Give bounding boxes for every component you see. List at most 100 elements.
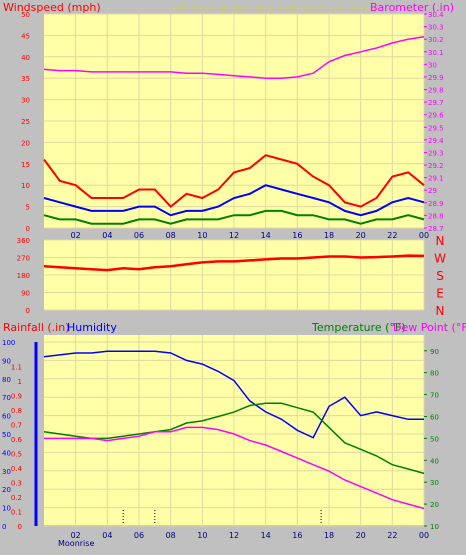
rainfall-tick-label: 0.5 [11, 451, 22, 459]
wind-x-tick-label: 16 [292, 231, 302, 240]
direction-tick-label: 360 [17, 237, 30, 245]
series-wind-max [43, 154, 425, 208]
direction-axis-ticks: 0 90 180 270 360 [17, 237, 30, 315]
compass-label: S [436, 269, 444, 283]
compass-label: W [434, 252, 446, 266]
rainfall-tick-label: 0.9 [11, 393, 22, 401]
direction-tick-label: 90 [21, 290, 30, 298]
temperature-x-tick-label: 02 [71, 531, 81, 540]
temperature-x-tick-label: 08 [166, 531, 176, 540]
barometer-tick-label: 30 [428, 61, 437, 69]
temperature-x-tick-label: 04 [102, 531, 112, 540]
compass-label: N [436, 234, 445, 248]
barometer-tick-label: 30.2 [428, 36, 444, 44]
wind-x-tick-label: 22 [387, 231, 397, 240]
rainfall-tick-label: 0.3 [11, 480, 22, 488]
temperature-tick-label: 30 [430, 479, 439, 487]
temperature-tick-label: 80 [430, 370, 439, 378]
series-wind-avg [43, 184, 425, 217]
temperature-x-ticks: 02 04 06 08 10 12 14 16 18 20 22 00 [71, 531, 430, 540]
barometer-tick-label: 30.3 [428, 24, 444, 32]
wind-x-tick-label: 06 [134, 231, 144, 240]
barometer-tick-label: 30.4 [428, 11, 444, 19]
rainfall-tick-label: 1.1 [11, 364, 22, 372]
humidity-tick-label: 70 [2, 394, 11, 402]
wind-tick-label: 35 [21, 75, 30, 83]
temperature-x-tick-label: 22 [387, 531, 397, 540]
temperature-tick-label: 90 [430, 348, 439, 356]
barometer-tick-label: 29.3 [428, 149, 444, 157]
event-marks [122, 510, 322, 525]
barometer-tick-label: 30.1 [428, 49, 444, 57]
barometer-axis-title: Barometer (.in) [370, 1, 454, 14]
wind-tick-label: 45 [21, 32, 30, 40]
wind-x-tick-label: 08 [166, 231, 176, 240]
wind-x-tick-label: 10 [197, 231, 207, 240]
temperature-tick-label: 40 [430, 457, 439, 465]
temperature-axis-title: Temperature (°F) [311, 321, 406, 334]
barometer-tick-label: 29.6 [428, 112, 444, 120]
humidity-tick-label: 90 [2, 357, 11, 365]
barometer-tick-label: 29.5 [428, 124, 444, 132]
barometer-tick-label: 29.9 [428, 74, 444, 82]
barometer-tick-label: 29.7 [428, 99, 444, 107]
series-temperature [43, 402, 425, 475]
humidity-tick-label: 60 [2, 413, 11, 421]
wind-tick-label: 0 [26, 225, 30, 233]
compass-label: E [436, 287, 444, 301]
rainfall-tick-label: 0.6 [11, 436, 23, 444]
direction-tick-label: 270 [17, 255, 30, 263]
dewpoint-axis-title: Dew Point (°F) [393, 321, 466, 334]
rainfall-tick-label: 0 [18, 523, 22, 531]
compass-label: N [436, 304, 445, 318]
temperature-series [43, 350, 425, 510]
temperature-x-tick-label: 12 [229, 531, 239, 540]
rainfall-tick-label: 0.7 [11, 422, 22, 430]
wind-x-tick-label: 02 [71, 231, 81, 240]
humidity-tick-label: 50 [2, 431, 11, 439]
moonrise-label: Moonrise [58, 539, 94, 548]
wind-axis-title: Windspeed (mph) [3, 1, 101, 14]
wind-x-tick-label: 18 [324, 231, 334, 240]
barometer-tick-label: 28.8 [428, 212, 444, 220]
wind-tick-label: 10 [21, 182, 30, 190]
temperature-x-tick-label: 14 [261, 531, 271, 540]
rainfall-tick-label: 0.8 [11, 407, 22, 415]
rainfall-tick-label: 0.1 [11, 509, 22, 517]
direction-series [43, 254, 425, 272]
temperature-tick-label: 70 [430, 392, 439, 400]
humidity-tick-label: 100 [2, 339, 15, 347]
rainfall-tick-label: 0.2 [11, 494, 22, 502]
wind-x-tick-label: 12 [229, 231, 239, 240]
wind-tick-label: 20 [21, 139, 30, 147]
humidity-tick-label: 10 [2, 505, 11, 513]
temperature-tick-label: 60 [430, 413, 439, 421]
barometer-tick-label: 29.4 [428, 137, 444, 145]
temperature-tick-label: 20 [430, 501, 439, 509]
barometer-tick-label: 28.9 [428, 200, 444, 208]
wind-tick-label: 15 [21, 161, 30, 169]
temperature-x-tick-label: 06 [134, 531, 144, 540]
rainfall-axis-ticks: 0 0.1 0.2 0.3 0.4 0.5 0.6 0.7 0.8 0.9 1 1.1 [11, 364, 23, 532]
barometer-tick-label: 29.8 [428, 87, 444, 95]
temperature-x-tick-label: 20 [356, 531, 366, 540]
wind-grid [44, 13, 425, 229]
wind-x-tick-label: 04 [102, 231, 112, 240]
wind-tick-label: 25 [21, 118, 30, 126]
series-barometer [43, 35, 425, 79]
barometer-tick-label: 29 [428, 187, 437, 195]
temperature-tick-label: 10 [430, 523, 439, 531]
wind-x-tick-label: 00 [419, 231, 429, 240]
direction-tick-label: 0 [26, 307, 30, 315]
temperature-tick-label: 50 [430, 435, 439, 443]
series-wind-min [43, 209, 425, 225]
barometer-tick-label: 29.2 [428, 162, 444, 170]
humidity-axis-title: Humidity [67, 321, 117, 334]
rainfall-axis-title: Rainfall (.in) [3, 321, 70, 334]
humidity-tick-label: 20 [2, 486, 11, 494]
temperature-x-tick-label: 18 [324, 531, 334, 540]
humidity-tick-label: 80 [2, 376, 11, 384]
series-humidity [43, 350, 424, 439]
